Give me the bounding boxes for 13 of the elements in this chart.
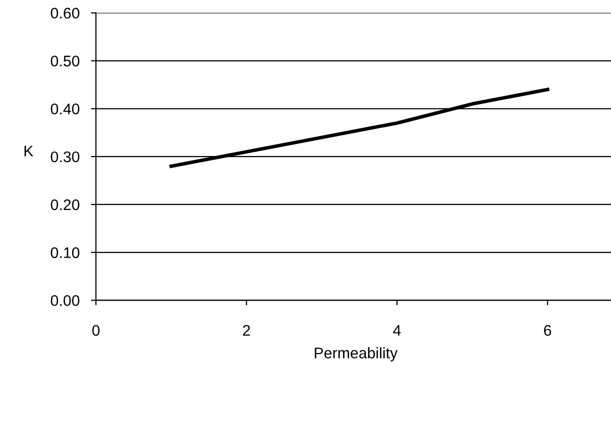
x-tick-label: 6 bbox=[544, 325, 552, 336]
x-tick-label: 4 bbox=[393, 325, 401, 336]
x-axis-title: Permeability bbox=[314, 347, 398, 362]
y-tick-label: 0.10 bbox=[50, 247, 80, 258]
y-tick-label: 0.60 bbox=[50, 8, 80, 19]
y-tick-label: 0.00 bbox=[50, 295, 80, 306]
y-tick-label: 0.40 bbox=[50, 104, 80, 114]
y-tick-label: 0.20 bbox=[50, 199, 80, 210]
y-tick-label: 0.50 bbox=[50, 56, 80, 66]
x-tick-label: 2 bbox=[242, 325, 250, 336]
x-tick-label: 0 bbox=[92, 325, 100, 336]
y-axis-title: K bbox=[24, 146, 34, 156]
y-tick-label: 0.30 bbox=[50, 151, 80, 162]
